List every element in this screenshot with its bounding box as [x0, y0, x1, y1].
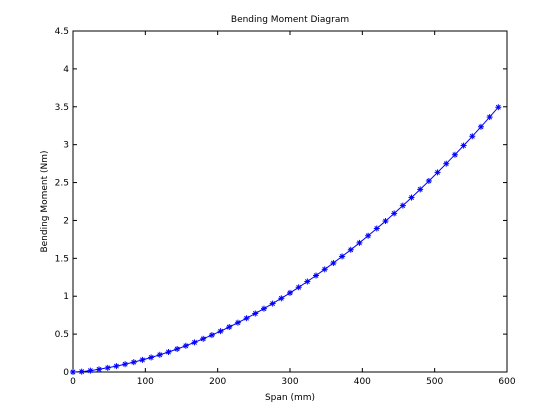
data-point	[478, 124, 484, 130]
x-tick-label: 400	[354, 377, 371, 387]
data-point	[79, 369, 85, 375]
data-point	[70, 369, 76, 375]
data-point	[105, 365, 111, 371]
data-point	[391, 210, 397, 216]
x-tick-label: 600	[498, 377, 515, 387]
x-tick-label: 500	[426, 377, 443, 387]
x-tick-label: 200	[209, 377, 226, 387]
y-tick-label: 1.5	[55, 254, 69, 264]
x-tick-label: 100	[137, 377, 154, 387]
data-point	[287, 290, 293, 296]
y-tick-label: 4.5	[55, 27, 69, 37]
data-point	[96, 366, 102, 372]
y-tick-label: 1	[63, 292, 69, 302]
data-point	[365, 233, 371, 239]
x-tick-label: 300	[281, 377, 298, 387]
data-point	[122, 361, 128, 367]
y-tick-label: 0	[63, 368, 69, 378]
data-point	[113, 363, 119, 369]
y-axis-title: Bending Moment (Nm)	[40, 150, 50, 252]
x-axis-title: Span (mm)	[265, 393, 315, 403]
plot-area	[73, 31, 507, 372]
data-point	[495, 104, 501, 110]
data-point	[313, 273, 319, 279]
data-point	[330, 260, 336, 266]
y-tick-label: 3	[63, 141, 69, 151]
y-tick-label: 3.5	[55, 103, 69, 113]
data-point	[278, 295, 284, 301]
chart-title: Bending Moment Diagram	[231, 15, 349, 25]
y-tick-label: 2.5	[55, 179, 69, 189]
x-tick-label: 0	[70, 377, 76, 387]
data-point	[261, 306, 267, 312]
data-point	[322, 266, 328, 272]
y-tick-label: 2	[63, 216, 69, 226]
y-tick-label: 0.5	[55, 330, 69, 340]
y-tick-label: 4	[63, 65, 69, 75]
